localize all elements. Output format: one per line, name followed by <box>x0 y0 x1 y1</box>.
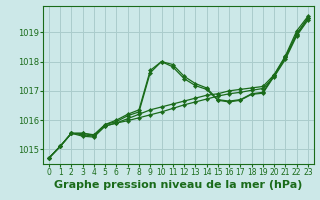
X-axis label: Graphe pression niveau de la mer (hPa): Graphe pression niveau de la mer (hPa) <box>54 180 303 190</box>
